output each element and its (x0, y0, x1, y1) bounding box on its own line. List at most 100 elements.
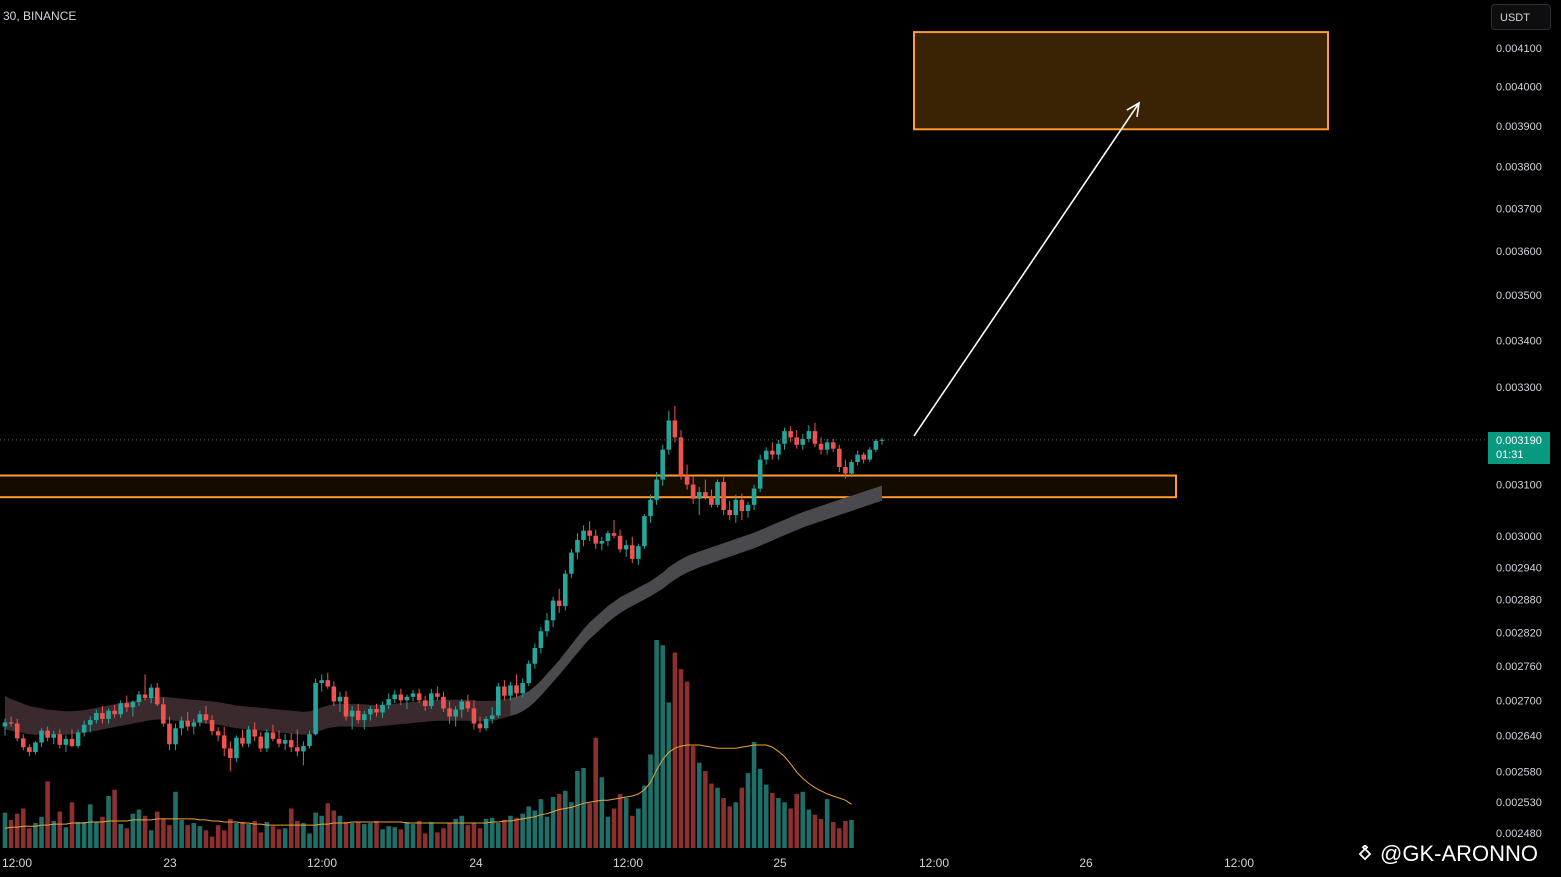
candle (416, 693, 422, 701)
candle (209, 720, 215, 732)
volume-bar (362, 824, 367, 848)
volume-bar (520, 813, 525, 848)
volume-bar (709, 783, 714, 848)
candle (855, 454, 860, 463)
candle (611, 533, 617, 536)
candle (94, 713, 99, 721)
volume-bar (288, 808, 294, 848)
projection-arrow[interactable] (913, 102, 1140, 437)
volume-bar (733, 802, 739, 848)
volume-bar (51, 820, 57, 848)
candle (684, 475, 690, 485)
volume-bar (550, 797, 556, 848)
candle (605, 533, 611, 541)
candle (843, 467, 848, 474)
candle (295, 747, 300, 752)
volume-bar (234, 823, 239, 848)
candle (672, 420, 678, 438)
candle (623, 545, 629, 550)
candle (508, 685, 513, 696)
volume-bar (678, 669, 684, 848)
candle (185, 720, 190, 727)
volume-bar (45, 781, 50, 848)
candle (410, 693, 416, 697)
volume-bar (684, 681, 690, 848)
candle (57, 734, 63, 745)
volume-bar (228, 818, 233, 848)
x-axis-label: 24 (469, 856, 483, 870)
x-axis-label: 23 (163, 856, 177, 870)
volume-bar (148, 830, 154, 848)
volume-bar (221, 830, 227, 848)
candle (136, 694, 142, 703)
candle (587, 530, 592, 536)
volume-bar (185, 825, 190, 848)
candle (39, 730, 44, 743)
candle (319, 680, 324, 684)
candle (751, 488, 757, 505)
volume-bar (794, 793, 799, 848)
candle (715, 482, 720, 505)
volume-bar (660, 645, 666, 848)
x-axis-label: 12:00 (613, 856, 643, 870)
volume-bar (87, 804, 93, 848)
candle (502, 686, 507, 696)
y-axis-label: 0.003300 (1496, 382, 1542, 394)
volume-bar (282, 828, 288, 848)
volume-bar (337, 815, 343, 848)
currency-button[interactable]: USDT (1491, 4, 1551, 30)
candle (264, 732, 270, 749)
candle (313, 683, 318, 735)
volume-bar (599, 777, 605, 848)
x-axis-label: 12:00 (919, 856, 949, 870)
volume-bar (33, 823, 38, 848)
volume-bar (587, 803, 592, 848)
candle (575, 539, 580, 553)
volume-bar (2, 812, 8, 848)
volume-bar (392, 827, 398, 848)
y-axis-label: 0.002820 (1496, 627, 1542, 639)
candle (703, 492, 708, 497)
candle (745, 504, 751, 511)
volume-bar (489, 817, 495, 848)
volume-bar (429, 822, 434, 848)
candle (636, 546, 641, 559)
volume-bar (544, 816, 550, 848)
volume-bar (605, 816, 611, 848)
candle (818, 443, 824, 450)
target-zone[interactable] (913, 31, 1329, 131)
candle (788, 431, 793, 438)
x-axis-label: 25 (773, 856, 787, 870)
volume-bar (343, 822, 349, 848)
volume-bar (824, 799, 830, 848)
volume-bar (782, 802, 787, 848)
volume-bar (465, 825, 471, 848)
volume-bar (374, 820, 379, 848)
candle (422, 700, 428, 707)
candle (51, 734, 57, 738)
y-axis-label: 0.002580 (1496, 766, 1542, 778)
candle (246, 729, 251, 744)
candle (581, 530, 586, 540)
volume-bar (843, 820, 848, 848)
candle (228, 748, 233, 759)
support-zone[interactable] (0, 474, 1177, 499)
candle (812, 431, 818, 444)
volume-ma-line (4, 744, 852, 829)
candle (33, 742, 38, 753)
volume-bar (27, 828, 32, 848)
candle (173, 728, 178, 745)
y-axis-label: 0.002530 (1496, 797, 1542, 809)
volume-bar (81, 822, 87, 848)
candle (386, 699, 391, 705)
candle (861, 454, 866, 460)
candle (849, 462, 854, 474)
candle (8, 722, 14, 724)
volume-bar (404, 822, 410, 848)
candle (337, 696, 343, 702)
volume-bar (69, 802, 75, 848)
volume-bar (526, 806, 532, 848)
y-axis-label: 0.003800 (1496, 162, 1542, 174)
volume-bar (161, 818, 166, 848)
